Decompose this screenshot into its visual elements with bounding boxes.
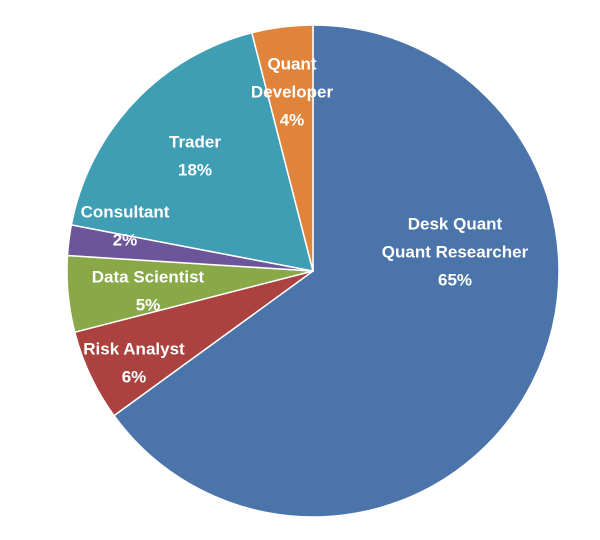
slice-value-label: 5% — [136, 295, 161, 314]
slice-label: Quant — [267, 54, 316, 73]
slice-value-label: 6% — [122, 367, 147, 386]
slice-value-label: 2% — [113, 230, 138, 249]
slice-label: Developer — [251, 82, 334, 101]
slice-label: Consultant — [81, 202, 170, 221]
slice-value-label: 65% — [438, 270, 472, 289]
pie-slice — [250, 24, 314, 272]
slice-label: Data Scientist — [92, 267, 205, 286]
pie-slice — [112, 24, 560, 518]
slice-value-label: 4% — [280, 110, 305, 129]
slice-label: Risk Analyst — [83, 339, 185, 358]
slice-label: Trader — [169, 132, 221, 151]
slice-label: Desk Quant — [408, 214, 503, 233]
slice-value-label: 18% — [178, 160, 212, 179]
slice-label: Quant Researcher — [382, 242, 529, 261]
pie-slice — [70, 31, 315, 272]
